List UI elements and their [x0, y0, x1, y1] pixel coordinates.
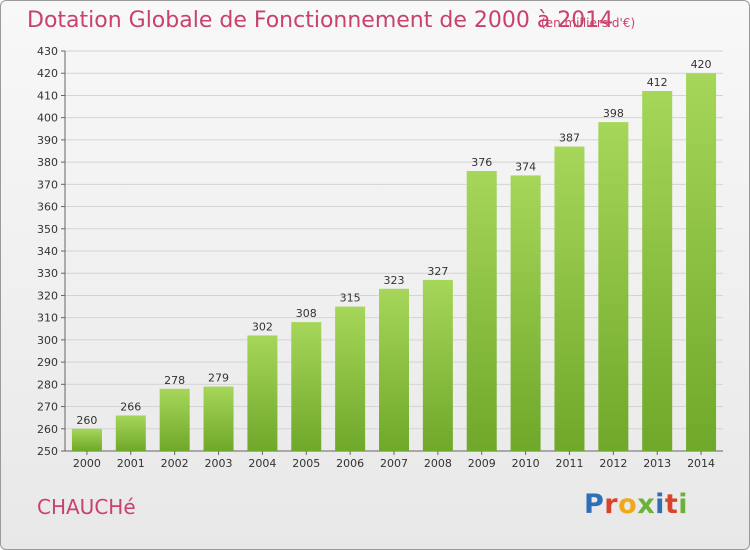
- y-tick-label: 250: [37, 445, 58, 458]
- value-label-2013: 412: [647, 76, 668, 89]
- y-tick-label: 310: [37, 312, 58, 325]
- commune-name: CHAUCHé: [37, 495, 136, 519]
- bar-2012: [598, 122, 629, 451]
- bar-2006: [335, 306, 366, 451]
- y-tick-label: 320: [37, 289, 58, 302]
- x-tick-label-2013: 2013: [643, 457, 671, 470]
- value-label-2008: 327: [427, 265, 448, 278]
- y-tick-label: 370: [37, 178, 58, 191]
- x-tick-label-2002: 2002: [161, 457, 189, 470]
- y-tick-label: 420: [37, 67, 58, 80]
- value-label-2010: 374: [515, 160, 536, 173]
- bar-2014: [686, 73, 717, 451]
- value-label-2004: 302: [252, 320, 273, 333]
- y-tick-label: 360: [37, 201, 58, 214]
- y-tick-label: 380: [37, 156, 58, 169]
- y-tick-label: 290: [37, 356, 58, 369]
- bar-2013: [642, 91, 673, 451]
- value-label-2007: 323: [384, 274, 405, 287]
- bar-2007: [379, 288, 409, 451]
- bar-2002: [159, 388, 190, 451]
- y-tick-label: 260: [37, 423, 58, 436]
- logo-letter: r: [604, 489, 619, 520]
- x-tick-label-2001: 2001: [117, 457, 145, 470]
- labels: 250 260 270 280 290 300 310 320 330 340 350 360 370 3…: [37, 45, 715, 470]
- value-label-2001: 266: [120, 400, 141, 413]
- bar-2009: [466, 171, 497, 451]
- y-tick-label: 330: [37, 267, 58, 280]
- bar-2000: [71, 428, 102, 451]
- value-label-2011: 387: [559, 132, 580, 145]
- y-tick-label: 400: [37, 112, 58, 125]
- y-tick-label: 350: [37, 223, 58, 236]
- y-tick-label: 340: [37, 245, 58, 258]
- x-tick-label-2009: 2009: [468, 457, 496, 470]
- bars: [71, 73, 717, 452]
- x-tick-label-2010: 2010: [512, 457, 540, 470]
- logo-letter: i: [655, 489, 665, 520]
- value-label-2009: 376: [471, 156, 492, 169]
- proxiti-logo: Proxiti: [584, 489, 688, 520]
- y-tick-label: 300: [37, 334, 58, 347]
- bar-2008: [422, 279, 453, 451]
- x-tick-label-2005: 2005: [292, 457, 320, 470]
- x-tick-label-2012: 2012: [599, 457, 627, 470]
- value-label-2006: 315: [340, 292, 361, 305]
- value-label-2002: 278: [164, 374, 185, 387]
- x-tick-label-2007: 2007: [380, 457, 408, 470]
- y-tick-label: 430: [37, 45, 58, 58]
- logo-letter: P: [584, 489, 605, 520]
- x-tick-label-2008: 2008: [424, 457, 452, 470]
- x-tick-label-2006: 2006: [336, 457, 364, 470]
- chart-title: Dotation Globale de Fonctionnement de 20…: [27, 8, 614, 33]
- logo-letter: t: [664, 489, 679, 520]
- logo-letter: x: [637, 489, 656, 520]
- logo-letter: i: [678, 489, 689, 520]
- x-tick-label-2014: 2014: [687, 457, 715, 470]
- x-tick-label-2004: 2004: [248, 457, 276, 470]
- y-tick-label: 390: [37, 134, 58, 147]
- value-label-2012: 398: [603, 107, 624, 120]
- value-label-2003: 279: [208, 372, 229, 385]
- y-tick-label: 270: [37, 401, 58, 414]
- value-label-2000: 260: [76, 414, 97, 427]
- logo-letter: o: [618, 489, 638, 520]
- bar-2004: [247, 335, 278, 451]
- y-tick-label: 410: [37, 89, 58, 102]
- x-tick-label-2000: 2000: [73, 457, 101, 470]
- x-tick-label-2003: 2003: [205, 457, 233, 470]
- x-tick-label-2011: 2011: [555, 457, 583, 470]
- bar-2005: [291, 322, 322, 451]
- bar-2003: [203, 386, 234, 451]
- value-label-2005: 308: [296, 307, 317, 320]
- y-tick-label: 280: [37, 378, 58, 391]
- bar-2010: [510, 175, 541, 451]
- value-label-2014: 420: [691, 58, 712, 71]
- bar-2001: [115, 415, 146, 451]
- bar-2011: [554, 146, 585, 452]
- chart-unit-note: (en milliers d'€): [541, 16, 636, 30]
